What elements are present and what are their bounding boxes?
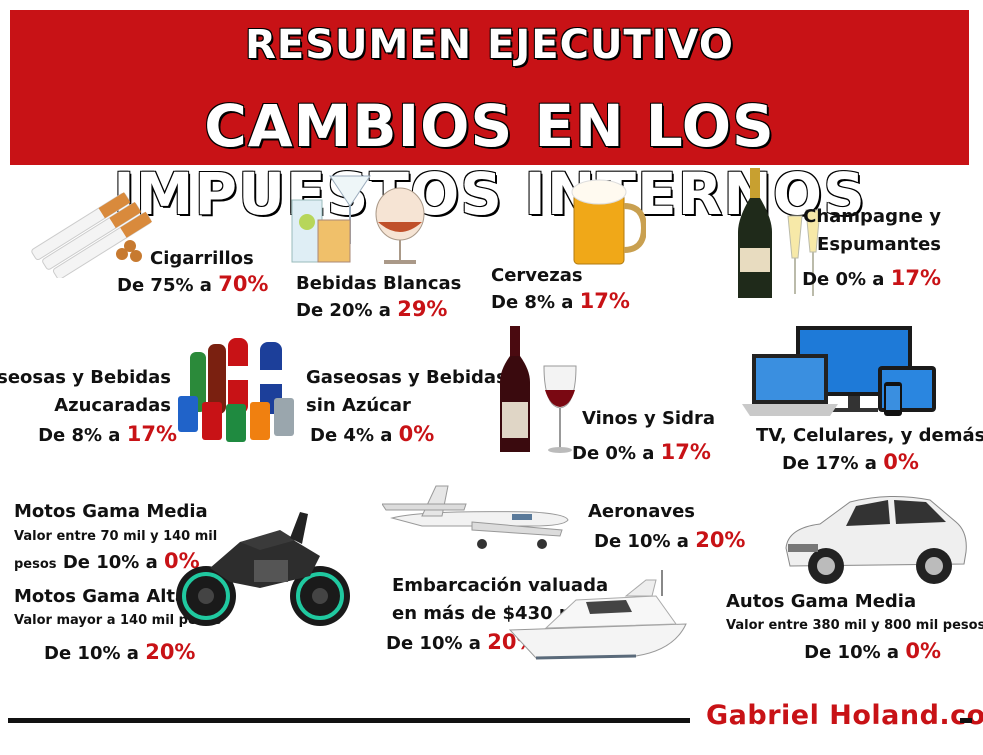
aeronaves-from: De 10% a bbox=[594, 531, 689, 552]
motos-media-from: De 10% a bbox=[62, 552, 158, 573]
gaseosas-sin-azucar-label-1: Gaseosas y Bebidas bbox=[306, 367, 507, 388]
cigarrillos-to: 70% bbox=[218, 272, 269, 296]
vinos-label: Vinos y Sidra bbox=[582, 408, 715, 429]
gaseosas-sin-azucar-to: 0% bbox=[398, 422, 435, 446]
champagne-label-1: Champagne y bbox=[803, 206, 941, 227]
cigarrillos-label: Cigarrillos bbox=[150, 248, 254, 269]
cigarettes-image bbox=[31, 192, 152, 278]
wine-image bbox=[500, 326, 577, 453]
footer-divider-right bbox=[960, 718, 972, 723]
champagne-from: De 0% a bbox=[802, 269, 885, 290]
tv-from: De 17% a bbox=[782, 453, 877, 474]
motos-alta-from: De 10% a bbox=[44, 643, 139, 664]
gaseosas-sin-azucar-from: De 4% a bbox=[310, 425, 393, 446]
motos-alta-to: 20% bbox=[145, 640, 196, 664]
gaseosas-azucaradas-label-1: Gaseosas y Bebidas bbox=[0, 367, 171, 388]
gaseosas-sin-azucar-rate: De 4% a 0% bbox=[310, 422, 434, 448]
embarcacion-label-2: en más de $430 mil bbox=[392, 603, 590, 624]
cigarrillos-from: De 75% a bbox=[117, 275, 212, 296]
motos-media-rate: pesos De 10% a 0% bbox=[14, 549, 200, 576]
champagne-label-2: Espumantes bbox=[817, 234, 941, 255]
cervezas-rate: De 8% a 17% bbox=[491, 289, 630, 315]
gaseosas-sin-azucar-label-2: sin Azúcar bbox=[306, 395, 411, 416]
motorcycle-image bbox=[176, 512, 350, 626]
footer-divider-left bbox=[8, 718, 690, 723]
aeronaves-to: 20% bbox=[695, 528, 746, 552]
champagne-to: 17% bbox=[890, 266, 941, 290]
gaseosas-azucaradas-rate: De 8% a 17% bbox=[38, 422, 177, 448]
champagne-rate: De 0% a 17% bbox=[802, 266, 941, 292]
autos-detail: Valor entre 380 mil y 800 mil pesos bbox=[726, 618, 983, 633]
cervezas-from: De 8% a bbox=[491, 292, 574, 313]
motos-media-detail-2: pesos bbox=[14, 557, 57, 572]
footer-brand: Gabriel Holand.com bbox=[706, 700, 983, 731]
vinos-to: 17% bbox=[660, 440, 711, 464]
embarcacion-from: De 10% a bbox=[386, 633, 481, 654]
motos-alta-label: Motos Gama Alta bbox=[14, 586, 188, 607]
motos-alta-detail: Valor mayor a 140 mil pesos bbox=[14, 613, 222, 628]
gaseosas-azucaradas-label-2: Azucaradas bbox=[54, 395, 171, 416]
tv-to: 0% bbox=[883, 450, 919, 474]
tv-rate: De 17% a 0% bbox=[782, 450, 919, 476]
header-banner: Resumen Ejecutivo Cambios en los Impuest… bbox=[10, 10, 969, 228]
autos-label: Autos Gama Media bbox=[726, 591, 917, 612]
car-image bbox=[785, 495, 967, 584]
motos-media-label: Motos Gama Media bbox=[14, 501, 208, 522]
gaseosas-azucaradas-from: De 8% a bbox=[38, 425, 121, 446]
bebidas-blancas-to: 29% bbox=[397, 297, 448, 321]
aeronaves-rate: De 10% a 20% bbox=[594, 528, 745, 554]
motos-media-detail-1: Valor entre 70 mil y 140 mil bbox=[14, 529, 218, 544]
yacht-image bbox=[508, 570, 687, 660]
airplane-image bbox=[382, 485, 569, 549]
soda-bottles-image bbox=[178, 338, 294, 442]
aeronaves-label: Aeronaves bbox=[588, 501, 695, 522]
vinos-from: De 0% a bbox=[572, 443, 655, 464]
cervezas-label: Cervezas bbox=[491, 265, 583, 286]
header-title: Resumen Ejecutivo bbox=[245, 22, 734, 68]
vinos-rate: De 0% a 17% bbox=[572, 440, 711, 466]
autos-to: 0% bbox=[905, 639, 941, 663]
autos-rate: De 10% a 0% bbox=[804, 639, 941, 665]
bebidas-blancas-label: Bebidas Blancas bbox=[296, 273, 462, 294]
champagne-image bbox=[738, 168, 821, 298]
autos-from: De 10% a bbox=[804, 642, 900, 663]
bebidas-blancas-from: De 20% a bbox=[296, 300, 391, 321]
embarcacion-label-1: Embarcación valuada bbox=[392, 575, 609, 596]
header-subtitle: Cambios en los Impuestos Internos bbox=[113, 92, 866, 228]
devices-image bbox=[742, 326, 936, 416]
spirits-glasses-image bbox=[291, 175, 425, 264]
tv-label: TV, Celulares, y demás bbox=[756, 425, 983, 446]
beer-mug-image bbox=[571, 179, 646, 265]
bebidas-blancas-rate: De 20% a 29% bbox=[296, 297, 447, 323]
gaseosas-azucaradas-to: 17% bbox=[126, 422, 177, 446]
cervezas-to: 17% bbox=[579, 289, 630, 313]
cigarrillos-rate: De 75% a 70% bbox=[117, 272, 268, 298]
motos-alta-rate: De 10% a 20% bbox=[44, 640, 195, 666]
